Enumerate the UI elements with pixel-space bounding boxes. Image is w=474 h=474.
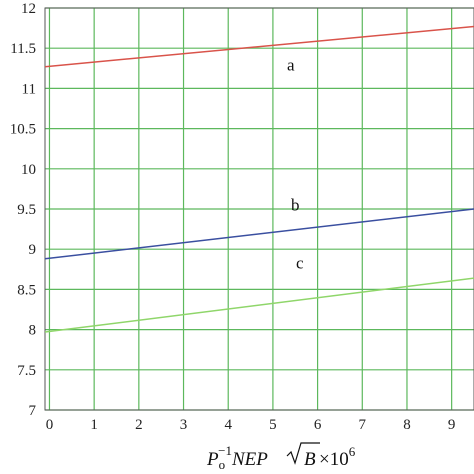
y-tick-label: 11 [22, 81, 36, 97]
y-tick-label: 9 [29, 242, 37, 258]
y-tick-label: 7 [29, 403, 37, 419]
y-tick-label: 12 [21, 1, 36, 17]
x-tick-label: 3 [180, 417, 188, 433]
series-line-b [44, 208, 474, 260]
x-tick-label: 0 [46, 417, 54, 433]
plot-frame [44, 7, 474, 411]
y-tick-label: 11.5 [10, 41, 36, 57]
x-tick-label: 8 [403, 417, 411, 433]
series-group [44, 25, 474, 333]
y-tick-label: 7.5 [17, 363, 36, 379]
x-tick-label: 6 [314, 417, 322, 433]
series-line-c [44, 277, 474, 333]
x-axis-label-b: B [304, 449, 316, 470]
series-line-a [44, 25, 474, 68]
y-tick-label: 10.5 [10, 122, 36, 138]
x-axis-label-scale: ×106 [319, 444, 356, 470]
y-tick-label: 8.5 [17, 282, 36, 298]
grid [45, 7, 474, 411]
curve-labels: a b c [287, 56, 304, 273]
x-tick-label: 5 [269, 417, 277, 433]
y-tick-label: 8 [29, 323, 37, 339]
x-axis-label: Po−1NEP [206, 443, 268, 472]
x-tick-label: 7 [359, 417, 367, 433]
x-tick-label: 2 [135, 417, 143, 433]
x-tick-label: 4 [224, 417, 232, 433]
y-tick-label: 10 [21, 162, 36, 178]
y-tick-labels: 7 7.5 8 8.5 9 9.5 10 10.5 11 11.5 12 [10, 1, 37, 419]
x-tick-labels: 0 1 2 3 4 5 6 7 8 9 [46, 417, 456, 433]
curve-label-c: c [296, 253, 304, 272]
y-tick-label: 9.5 [17, 202, 36, 218]
x-tick-label: 1 [90, 417, 98, 433]
x-tick-label: 9 [448, 417, 456, 433]
curve-label-b: b [291, 196, 300, 215]
sqrt-sign [286, 442, 320, 465]
curve-label-a: a [287, 56, 295, 75]
